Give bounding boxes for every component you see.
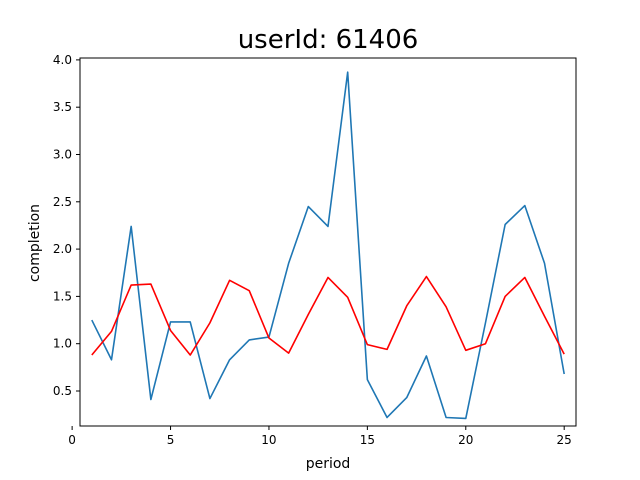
x-tick-label: 15 (360, 433, 375, 447)
series-line-predicted (91, 275, 565, 356)
series-line-actual (91, 71, 565, 420)
x-axis-label: period (306, 456, 351, 472)
x-tick-label: 5 (167, 433, 175, 447)
chart-title: userId: 61406 (238, 25, 419, 55)
x-tick-label: 0 (68, 433, 76, 447)
y-tick-label: 3.5 (53, 100, 72, 114)
x-tick-label: 25 (557, 433, 572, 447)
y-tick-label: 2.5 (53, 195, 72, 209)
y-tick-label: 4.0 (53, 53, 72, 67)
x-tick-label: 20 (458, 433, 473, 447)
y-tick-label: 2.0 (53, 242, 72, 256)
y-tick-label: 3.0 (53, 147, 72, 161)
y-tick-label: 0.5 (53, 384, 72, 398)
x-axis-ticks: 0 5 10 15 20 25 (68, 426, 572, 447)
plot-frame (79, 57, 577, 427)
series-layer (91, 71, 565, 420)
y-axis-ticks: 0.5 1.0 1.5 2.0 2.5 3.0 3.5 4.0 (53, 53, 80, 398)
y-axis-label: completion (27, 204, 43, 282)
x-tick-label: 10 (261, 433, 276, 447)
y-tick-label: 1.5 (53, 289, 72, 303)
y-tick-label: 1.0 (53, 337, 72, 351)
